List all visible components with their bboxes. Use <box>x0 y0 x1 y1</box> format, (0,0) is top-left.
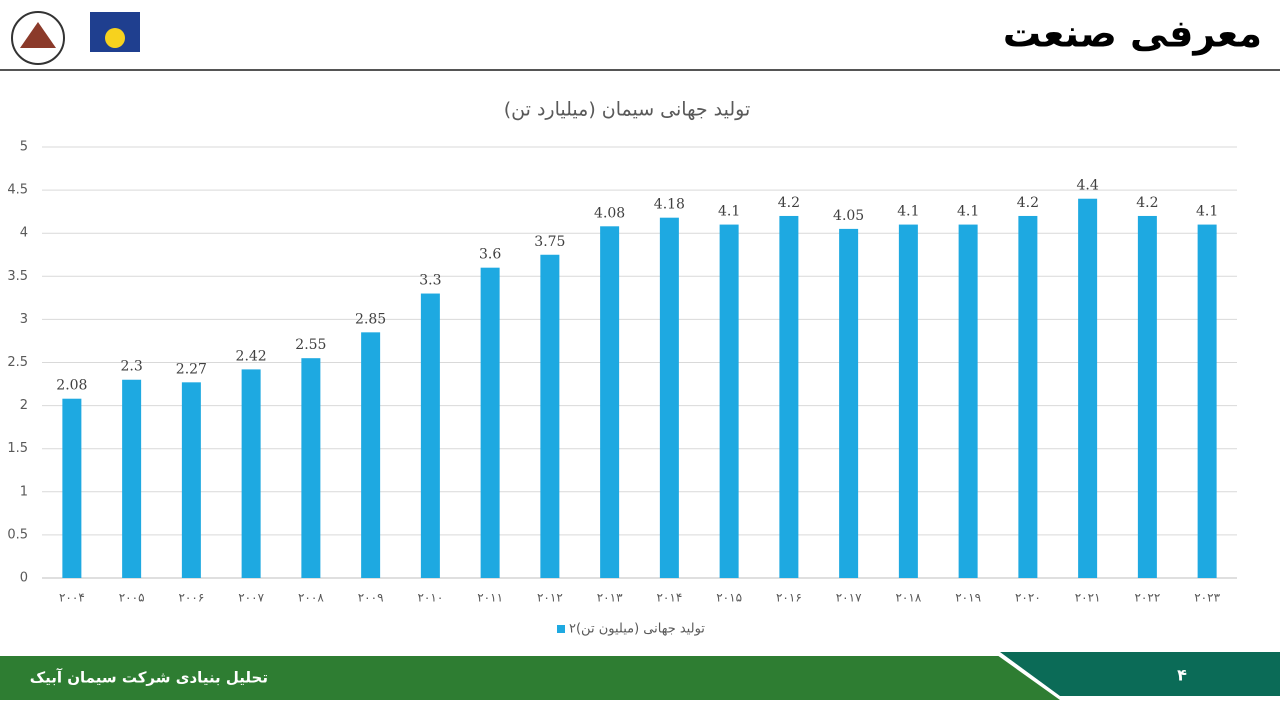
data-label: 4.2 <box>1017 195 1039 211</box>
chart-title: تولید جهانی سیمان (میلیارد تن) <box>504 99 751 121</box>
y-tick-label: 3.5 <box>7 269 28 284</box>
y-tick-label: 0 <box>20 571 28 586</box>
header-title: معرفی صنعت <box>1003 12 1262 56</box>
logo-mountain <box>20 22 56 48</box>
bar <box>779 215 799 578</box>
x-tick-label: ۲۰۱۰ <box>417 591 443 605</box>
legend-label: تولید جهانی (میلیون تن)۲ <box>569 622 705 637</box>
x-tick-label: ۲۰۱۶ <box>776 591 802 605</box>
data-label: 2.42 <box>236 348 267 364</box>
data-label: 2.3 <box>120 359 142 375</box>
x-tick-label: ۲۰۲۱ <box>1075 591 1101 605</box>
data-label: 4.1 <box>718 204 740 220</box>
footer-text: تحلیل بنیادی شرکت سیمان آبیک <box>30 669 268 687</box>
bar <box>241 369 261 578</box>
data-label: 2.55 <box>295 337 326 353</box>
bar <box>361 332 381 578</box>
data-label: 4.08 <box>594 205 625 221</box>
y-tick-label: 2 <box>20 398 28 413</box>
x-tick-label: ۲۰۱۳ <box>597 591 623 605</box>
data-label: 3.3 <box>419 273 441 289</box>
plot: 0 0.5 1 1.5 2 2.5 3 3.5 4 4.5 5 ۲۰۰۴ ۲۰۰۵ ۲۰۰۶ ۲۰۰۷ ۲۰۰… <box>7 140 1237 605</box>
data-label: 2.85 <box>355 311 386 327</box>
x-tick-label: ۲۰۲۳ <box>1194 591 1220 605</box>
x-tick-label: ۲۰۱۹ <box>955 591 981 605</box>
bar <box>122 379 142 578</box>
data-label: 2.27 <box>176 361 207 377</box>
bar <box>1137 215 1157 578</box>
x-tick-label: ۲۰۱۲ <box>537 591 563 605</box>
y-tick-label: 5 <box>20 140 28 155</box>
bar <box>600 226 620 578</box>
bar <box>301 358 321 578</box>
bar <box>1078 198 1098 578</box>
data-label: 3.6 <box>479 247 501 263</box>
data-label: 3.75 <box>534 234 565 250</box>
x-tick-label: ۲۰۰۶ <box>178 591 204 605</box>
x-tick-label: ۲۰۱۱ <box>477 591 503 605</box>
y-tick-label: 3 <box>20 312 28 327</box>
data-label: 2.08 <box>56 378 87 394</box>
y-tick-label: 1.5 <box>7 441 28 456</box>
x-tick-label: ۲۰۲۲ <box>1134 591 1160 605</box>
x-tick-label: ۲۰۱۵ <box>716 591 742 605</box>
x-tick-label: ۲۰۰۵ <box>119 591 145 605</box>
x-tick-label: ۲۰۱۷ <box>836 591 862 605</box>
data-label: 4.1 <box>897 204 919 220</box>
page-number: ۴ <box>1177 666 1187 685</box>
x-tick-label: ۲۰۱۴ <box>656 591 682 605</box>
data-label: 4.2 <box>778 195 800 211</box>
y-tick-label: 4.5 <box>7 183 28 198</box>
x-tick-label: ۲۰۱۸ <box>895 591 921 605</box>
y-tick-label: 2.5 <box>7 355 28 370</box>
x-tick-label: ۲۰۰۸ <box>298 591 324 605</box>
x-tick-label: ۲۰۰۹ <box>358 591 384 605</box>
bar <box>1018 215 1038 578</box>
data-label: 4.2 <box>1136 195 1158 211</box>
y-tick-label: 4 <box>20 226 28 241</box>
y-tick-label: 1 <box>20 484 28 499</box>
data-label: 4.4 <box>1076 178 1098 194</box>
bar <box>540 254 560 578</box>
legend-swatch <box>557 625 565 633</box>
y-tick-label: 0.5 <box>7 527 28 542</box>
footer-accent <box>1000 652 1280 696</box>
logo-sun <box>105 28 125 48</box>
bar <box>1197 224 1217 578</box>
data-label: 4.1 <box>1196 204 1218 220</box>
x-tick-label: ۲۰۰۷ <box>238 591 264 605</box>
bar <box>719 224 739 578</box>
data-label: 4.05 <box>833 208 864 224</box>
data-label: 4.1 <box>957 204 979 220</box>
bar <box>181 382 201 578</box>
bar <box>898 224 918 578</box>
x-tick-label: ۲۰۰۴ <box>59 591 85 605</box>
bar <box>420 293 440 578</box>
bar <box>480 267 500 578</box>
bar <box>62 398 82 578</box>
bar <box>958 224 978 578</box>
x-tick-label: ۲۰۲۰ <box>1015 591 1041 605</box>
data-label: 4.18 <box>654 197 685 213</box>
bar <box>839 228 859 578</box>
bar <box>659 217 679 578</box>
